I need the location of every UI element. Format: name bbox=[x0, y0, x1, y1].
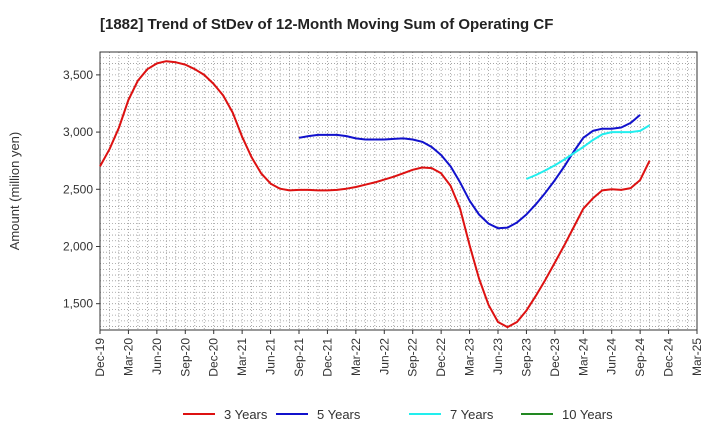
series-line-3-years bbox=[99, 60, 651, 329]
x-tick-label: Dec-24 bbox=[662, 338, 676, 377]
x-tick-label: Sep-20 bbox=[178, 338, 192, 377]
x-tick-label: Mar-25 bbox=[690, 338, 704, 376]
x-tick-label: Mar-20 bbox=[121, 338, 135, 376]
y-tick-label: 3,000 bbox=[63, 125, 93, 139]
chart-title: [1882] Trend of StDev of 12-Month Moving… bbox=[100, 16, 553, 33]
x-tick-label: Jun-23 bbox=[491, 338, 505, 375]
legend-label: 5 Years bbox=[317, 407, 361, 422]
legend: 3 Years 5 Years 7 Years 10 Years bbox=[183, 407, 613, 422]
x-tick-label: Sep-21 bbox=[292, 338, 306, 377]
y-axis-ticks: 1,500 2,000 2,500 3,000 3,500 bbox=[63, 68, 100, 311]
grid-lines bbox=[100, 52, 697, 330]
x-tick-label: Dec-20 bbox=[207, 338, 221, 377]
x-tick-label: Jun-22 bbox=[377, 338, 391, 375]
x-tick-label: Dec-19 bbox=[93, 338, 107, 377]
y-axis-label: Amount (million yen) bbox=[7, 132, 22, 251]
x-tick-label: Sep-24 bbox=[633, 338, 647, 377]
x-tick-label: Mar-22 bbox=[349, 338, 363, 376]
x-tick-label: Mar-24 bbox=[576, 338, 590, 376]
x-tick-label: Mar-21 bbox=[235, 338, 249, 376]
plot-frame bbox=[99, 51, 698, 331]
x-tick-label: Jun-20 bbox=[150, 338, 164, 375]
x-axis-ticks: Dec-19 Mar-20 Jun-20 Sep-20 Dec-20 Mar-21 Jun-… bbox=[93, 330, 704, 377]
legend-label: 7 Years bbox=[450, 407, 494, 422]
series-line-7-years bbox=[526, 124, 651, 180]
series-line-5-years bbox=[298, 114, 641, 230]
y-tick-label: 2,000 bbox=[63, 239, 93, 253]
y-tick-label: 3,500 bbox=[63, 68, 93, 82]
x-tick-label: Mar-23 bbox=[463, 338, 477, 376]
y-tick-label: 1,500 bbox=[63, 297, 93, 311]
x-tick-label: Dec-22 bbox=[434, 338, 448, 377]
x-tick-label: Jun-21 bbox=[264, 338, 278, 375]
x-tick-label: Dec-21 bbox=[320, 338, 334, 377]
series-lines bbox=[99, 60, 651, 329]
legend-label: 3 Years bbox=[224, 407, 268, 422]
x-tick-label: Jun-24 bbox=[605, 338, 619, 375]
x-tick-label: Sep-22 bbox=[406, 338, 420, 377]
x-tick-label: Sep-23 bbox=[519, 338, 533, 377]
legend-label: 10 Years bbox=[562, 407, 613, 422]
x-tick-label: Dec-23 bbox=[548, 338, 562, 377]
y-tick-label: 2,500 bbox=[63, 182, 93, 196]
